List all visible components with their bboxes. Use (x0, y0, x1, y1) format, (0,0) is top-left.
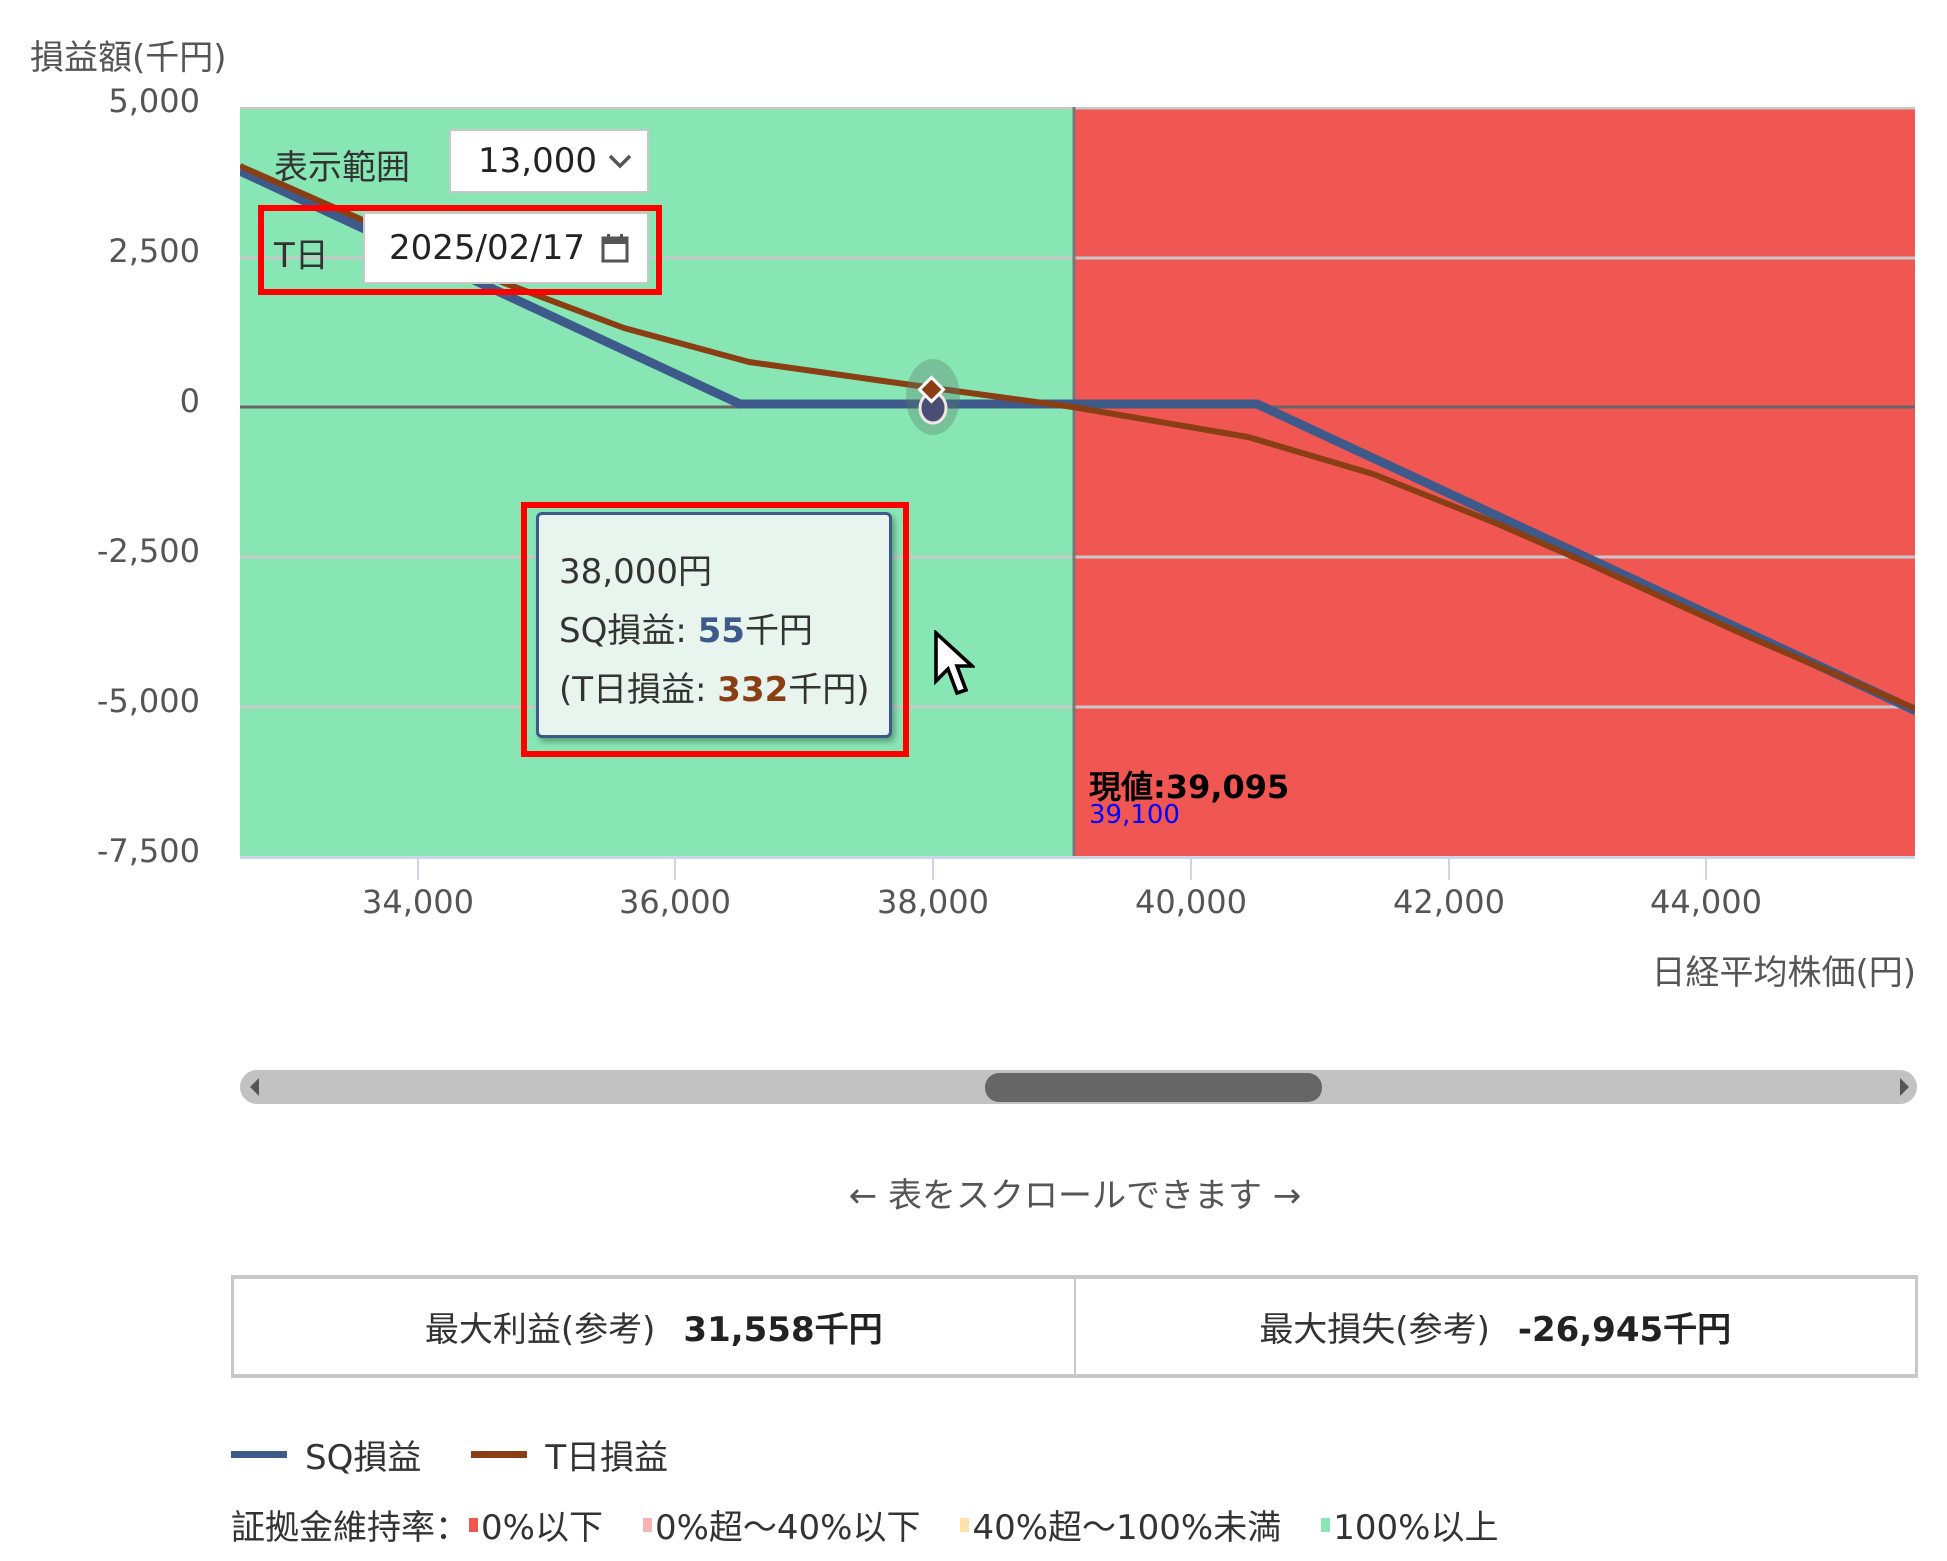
max-loss-label: 最大損失(参考) (1259, 1310, 1490, 1350)
y-tick: -7,500 (96, 832, 200, 870)
calendar-icon[interactable] (601, 233, 629, 263)
max-profit-label: 最大利益(参考) (424, 1310, 656, 1350)
y-tick: 5,000 (108, 82, 200, 120)
margin-item: 0%超〜40%以下 (642, 1500, 920, 1549)
y-axis-title: 損益額(千円) (30, 38, 227, 78)
range-label: 表示範囲 (274, 148, 410, 188)
x-tick-mark (674, 858, 676, 880)
x-tick-mark (417, 858, 419, 880)
tooltip-tday-row: (T日損益: 332千円) (559, 670, 870, 710)
margin-item: 40%超〜100%未満 (960, 1500, 1281, 1549)
chevron-down-icon (608, 154, 632, 169)
legend-item-tday[interactable]: T日損益 (471, 1430, 668, 1479)
y-tick: -5,000 (96, 682, 200, 720)
sq-swatch-icon (231, 1451, 287, 1458)
summary-table: 最大利益(参考) 31,558千円 最大損失(参考) -26,945千円 (231, 1275, 1918, 1378)
max-profit-value: 31,558千円 (683, 1310, 883, 1350)
tooltip-highlight (521, 502, 909, 757)
margin-ratio-legend: 証拠金維持率： 0%以下 0%超〜40%以下 40%超〜100%未満 100%以… (231, 1500, 1538, 1549)
scroll-hint: ← 表をスクロールできます → (848, 1176, 1302, 1216)
scroll-right-arrow-icon[interactable] (1900, 1078, 1909, 1096)
range-select[interactable]: 13,000 (449, 129, 649, 193)
margin-item: 100%以上 (1321, 1500, 1498, 1549)
x-tick-mark (932, 858, 934, 880)
max-loss-cell: 最大損失(参考) -26,945千円 (1073, 1279, 1916, 1374)
x-tick: 44,000 (1650, 883, 1762, 921)
margin-item: 0%以下 (469, 1500, 603, 1549)
hover-tooltip: 38,000円 SQ損益: 55千円 (T日損益: 332千円) (536, 512, 892, 738)
margin-title: 証拠金維持率： (231, 1508, 469, 1548)
x-tick: 40,000 (1135, 883, 1247, 921)
sq-line (240, 166, 1915, 716)
tday-date-input[interactable]: 2025/02/17 (363, 212, 649, 284)
x-axis-line (240, 856, 1915, 859)
x-tick: 38,000 (877, 883, 989, 921)
max-profit-cell: 最大利益(参考) 31,558千円 (234, 1279, 1074, 1374)
x-tick-mark (1190, 858, 1192, 880)
y-tick: -2,500 (96, 532, 200, 570)
series-legend: SQ損益 T日損益 (231, 1430, 718, 1479)
green-swatch-icon (1321, 1517, 1331, 1532)
tday-label: T日 (274, 236, 329, 276)
x-tick-mark (1705, 858, 1707, 880)
x-axis-title: 日経平均株価(円) (1651, 953, 1916, 993)
current-price-sub: 39,100 (1089, 800, 1180, 830)
scroll-thumb[interactable] (985, 1073, 1322, 1102)
max-loss-value: -26,945千円 (1517, 1310, 1732, 1350)
tooltip-sq-row: SQ損益: 55千円 (559, 611, 813, 651)
x-tick: 34,000 (362, 883, 474, 921)
range-value: 13,000 (478, 141, 597, 181)
tday-swatch-icon (471, 1451, 528, 1458)
pink-swatch-icon (642, 1517, 652, 1532)
x-tick: 42,000 (1393, 883, 1505, 921)
x-tick: 36,000 (619, 883, 731, 921)
current-price-label: 現値:39,095 (1089, 768, 1290, 806)
y-tick: 2,500 (108, 232, 200, 270)
x-tick-mark (1448, 858, 1450, 880)
mouse-cursor-icon (934, 630, 975, 696)
tooltip-tday-value: 332 (717, 670, 789, 710)
tday-date-value: 2025/02/17 (389, 228, 585, 268)
tooltip-sq-value: 55 (697, 611, 745, 651)
y-tick: 0 (179, 382, 200, 420)
tday-marker (917, 375, 946, 404)
scroll-left-arrow-icon[interactable] (250, 1078, 259, 1096)
zone-danger (1074, 107, 1915, 857)
yellow-swatch-icon (960, 1517, 970, 1532)
red-swatch-icon (469, 1517, 478, 1532)
tooltip-price: 38,000円 (559, 552, 712, 592)
tday-highlight (258, 205, 662, 295)
legend-item-sq[interactable]: SQ損益 (231, 1430, 421, 1479)
